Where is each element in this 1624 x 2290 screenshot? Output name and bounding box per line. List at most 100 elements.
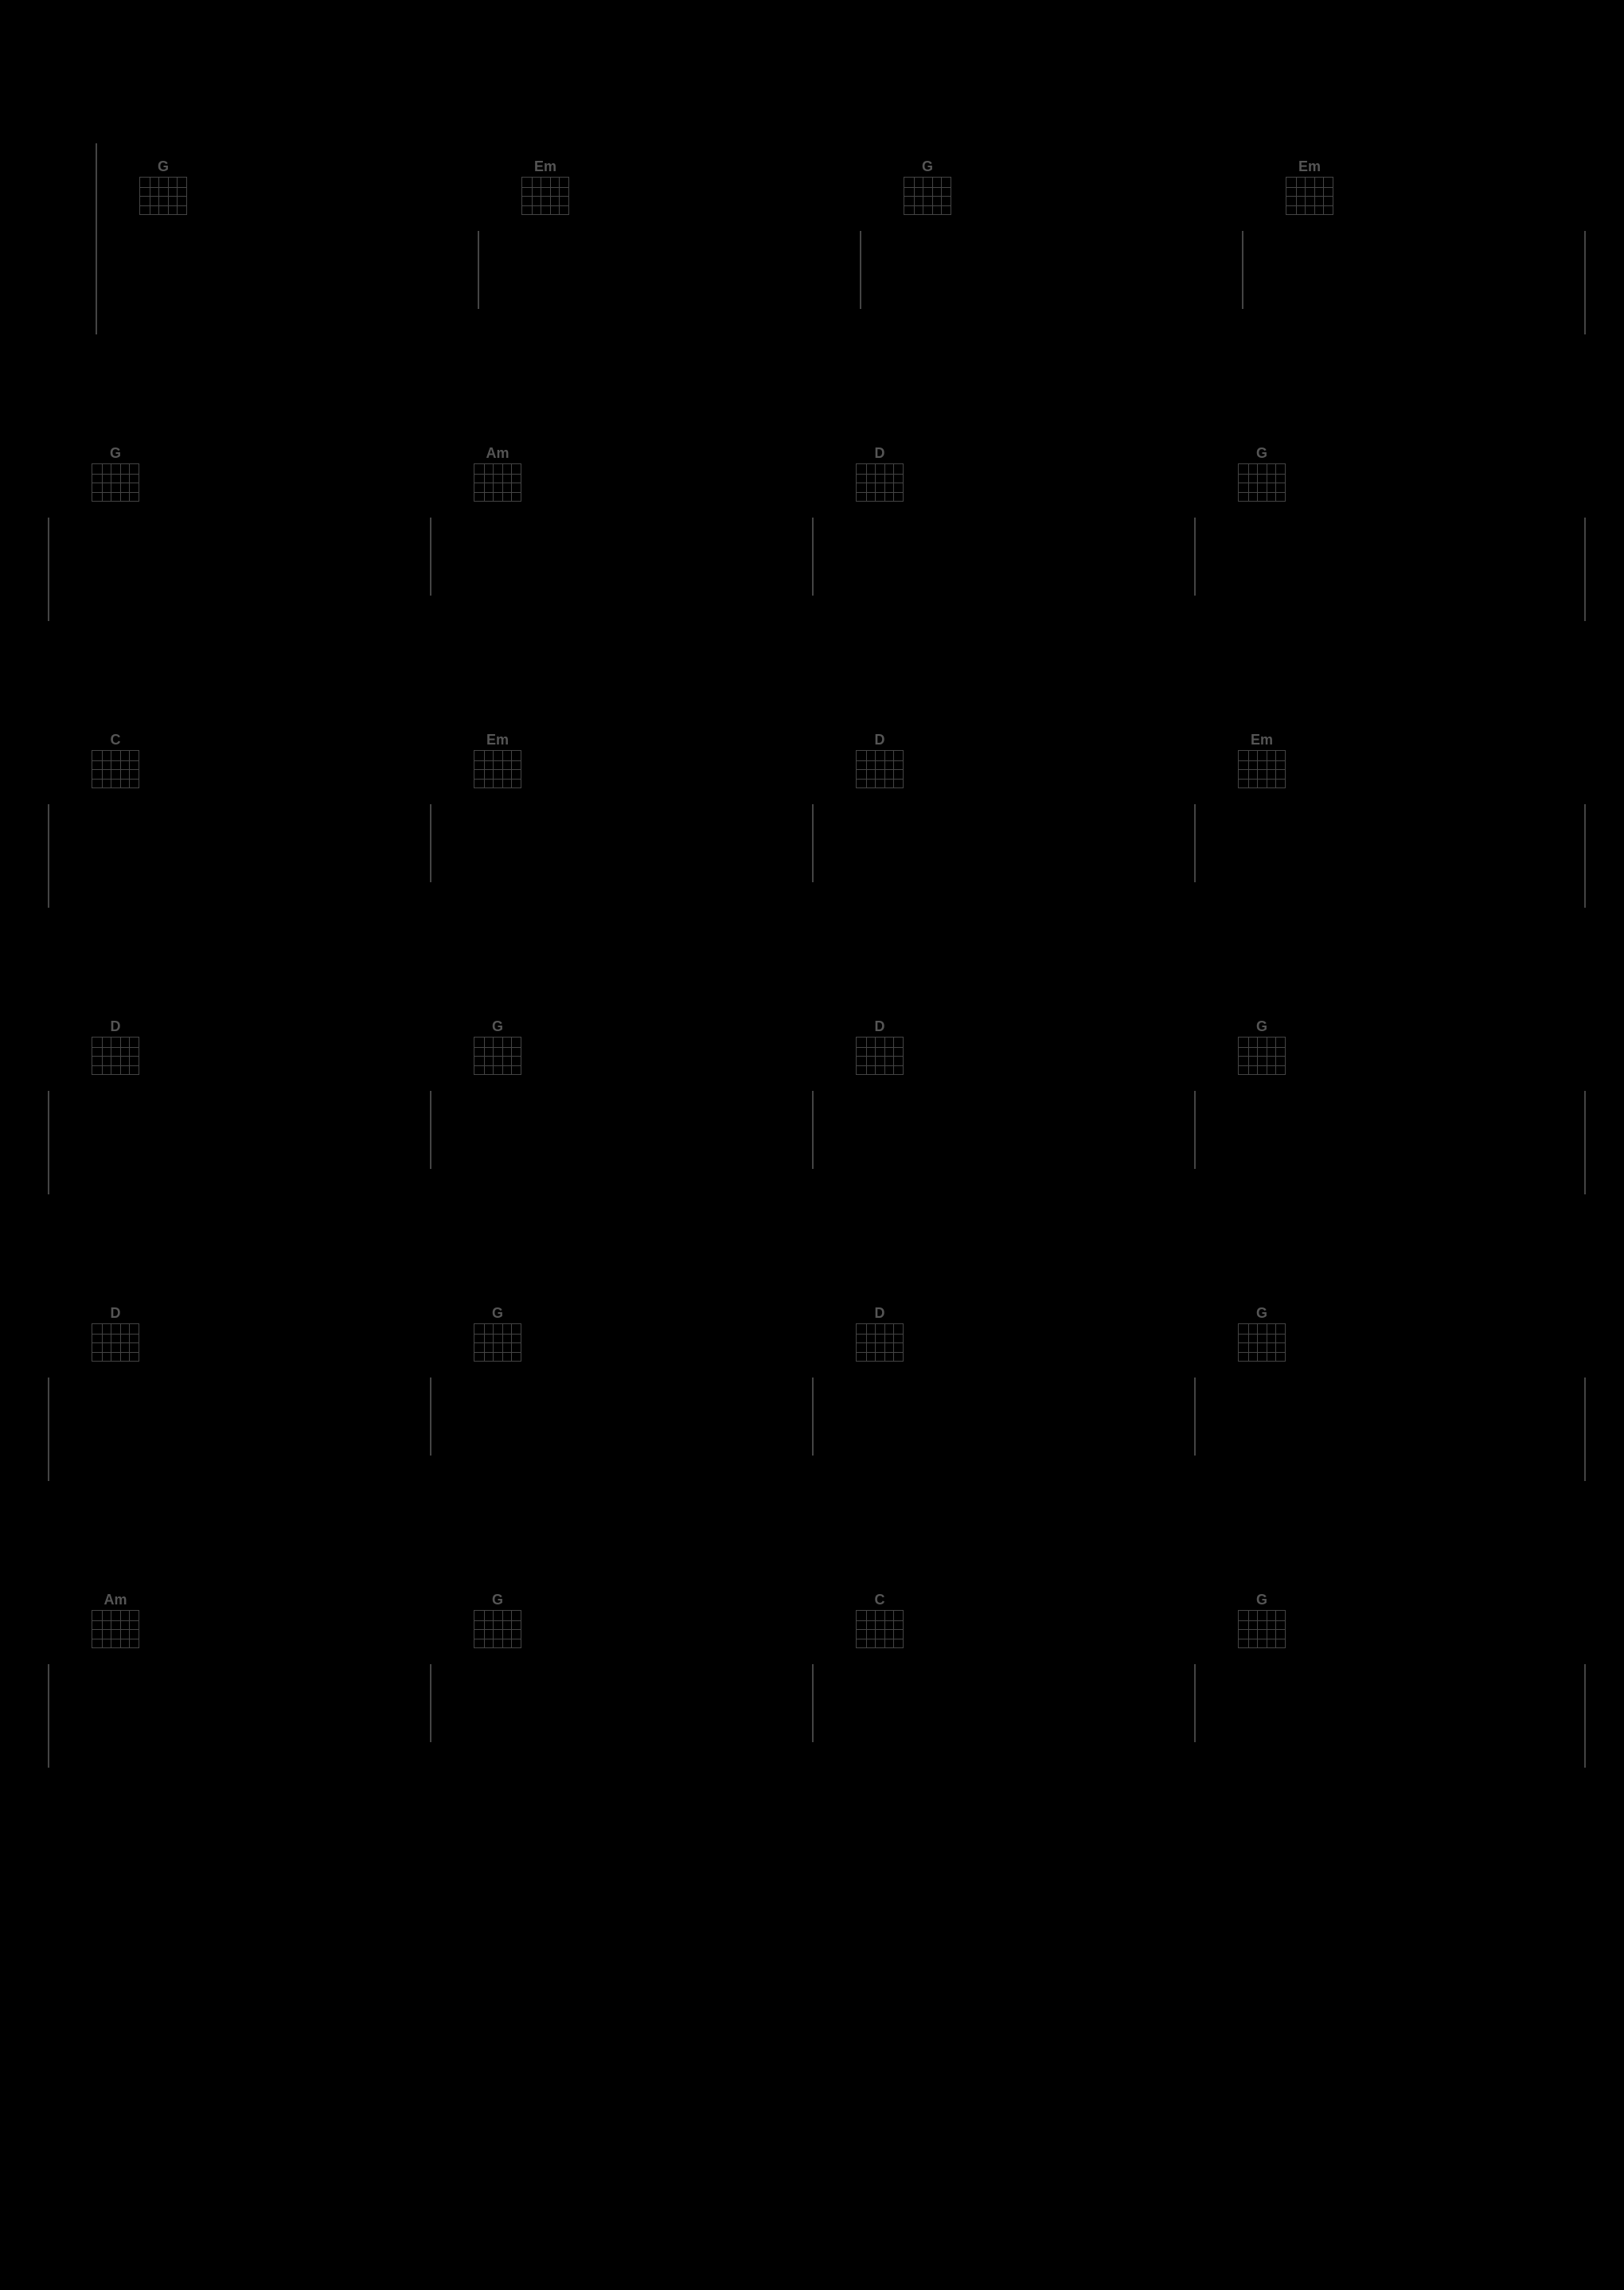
chord-label: D <box>856 446 904 460</box>
chord-diagram: C <box>856 1592 904 1648</box>
barline <box>430 1664 431 1742</box>
chord-grid <box>474 1323 521 1362</box>
chord-label: G <box>1238 1592 1286 1607</box>
chord-label: G <box>474 1592 521 1607</box>
chord-diagram: D <box>92 1019 139 1075</box>
chord-diagram: G <box>474 1019 521 1075</box>
chord-grid <box>92 1037 139 1075</box>
barline <box>1194 804 1196 882</box>
chord-grid <box>856 463 904 502</box>
barline <box>812 804 814 882</box>
chord-diagram: G <box>92 446 139 502</box>
chord-label: D <box>856 1306 904 1320</box>
chord-label: D <box>92 1019 139 1034</box>
chord-grid <box>521 177 569 215</box>
chord-diagram: D <box>856 1306 904 1362</box>
barline <box>48 1664 49 1768</box>
barline <box>1584 1091 1586 1194</box>
barline <box>1584 1378 1586 1481</box>
barline <box>1194 1091 1196 1169</box>
chord-diagram: D <box>856 733 904 788</box>
chord-diagram: Am <box>474 446 521 502</box>
barline <box>430 1091 431 1169</box>
chord-diagram: Am <box>92 1592 139 1648</box>
chord-diagram: D <box>856 446 904 502</box>
chord-diagram: D <box>92 1306 139 1362</box>
barline <box>812 1378 814 1456</box>
barline <box>1584 518 1586 621</box>
barline <box>430 1378 431 1456</box>
chord-label: Em <box>1286 159 1333 174</box>
chord-label: G <box>474 1019 521 1034</box>
chord-label: Am <box>92 1592 139 1607</box>
chord-label: G <box>474 1306 521 1320</box>
chord-label: C <box>92 733 139 747</box>
barline <box>430 518 431 596</box>
chord-grid <box>92 1610 139 1648</box>
chord-label: D <box>92 1306 139 1320</box>
barline <box>430 804 431 882</box>
chord-grid <box>92 463 139 502</box>
chord-grid <box>92 1323 139 1362</box>
barline <box>812 518 814 596</box>
barline <box>1194 1664 1196 1742</box>
chord-diagram: G <box>1238 1019 1286 1075</box>
chord-diagram: G <box>1238 1592 1286 1648</box>
chord-diagram: Em <box>1238 733 1286 788</box>
chord-grid <box>92 750 139 788</box>
chord-diagram: G <box>904 159 951 215</box>
chord-diagram: G <box>474 1592 521 1648</box>
chord-label: G <box>139 159 187 174</box>
chord-grid <box>856 750 904 788</box>
chord-label: Am <box>474 446 521 460</box>
barline <box>1242 231 1243 309</box>
chord-grid <box>474 1610 521 1648</box>
barline <box>1194 518 1196 596</box>
chord-label: G <box>1238 1306 1286 1320</box>
chord-grid <box>904 177 951 215</box>
chord-diagram: C <box>92 733 139 788</box>
barline <box>96 143 97 334</box>
chord-grid <box>1238 463 1286 502</box>
chord-grid <box>1238 1610 1286 1648</box>
barline <box>812 1091 814 1169</box>
chord-grid <box>139 177 187 215</box>
barline <box>48 1091 49 1194</box>
chord-label: Em <box>474 733 521 747</box>
chord-grid <box>856 1037 904 1075</box>
chord-grid <box>1238 1323 1286 1362</box>
chord-label: G <box>92 446 139 460</box>
chord-label: G <box>1238 1019 1286 1034</box>
chord-grid <box>474 1037 521 1075</box>
chord-grid <box>1286 177 1333 215</box>
chord-diagram: G <box>139 159 187 215</box>
chord-label: G <box>904 159 951 174</box>
chord-label: G <box>1238 446 1286 460</box>
chord-label: Em <box>521 159 569 174</box>
chord-grid <box>1238 750 1286 788</box>
barline <box>478 231 479 309</box>
chord-diagram: Em <box>474 733 521 788</box>
chord-grid <box>856 1610 904 1648</box>
chord-grid <box>474 750 521 788</box>
chord-label: D <box>856 733 904 747</box>
chord-label: D <box>856 1019 904 1034</box>
barline <box>48 518 49 621</box>
barline <box>1584 1664 1586 1768</box>
barline <box>860 231 861 309</box>
chord-diagram: G <box>1238 1306 1286 1362</box>
chord-diagram: G <box>1238 446 1286 502</box>
chord-label: Em <box>1238 733 1286 747</box>
chord-label: C <box>856 1592 904 1607</box>
chord-diagram: Em <box>521 159 569 215</box>
chord-diagram: D <box>856 1019 904 1075</box>
barline <box>1584 804 1586 908</box>
barline <box>1584 231 1586 334</box>
chord-grid <box>856 1323 904 1362</box>
chord-diagram: Em <box>1286 159 1333 215</box>
barline <box>812 1664 814 1742</box>
chord-diagram: G <box>474 1306 521 1362</box>
chord-grid <box>474 463 521 502</box>
chord-grid <box>1238 1037 1286 1075</box>
barline <box>48 1378 49 1481</box>
